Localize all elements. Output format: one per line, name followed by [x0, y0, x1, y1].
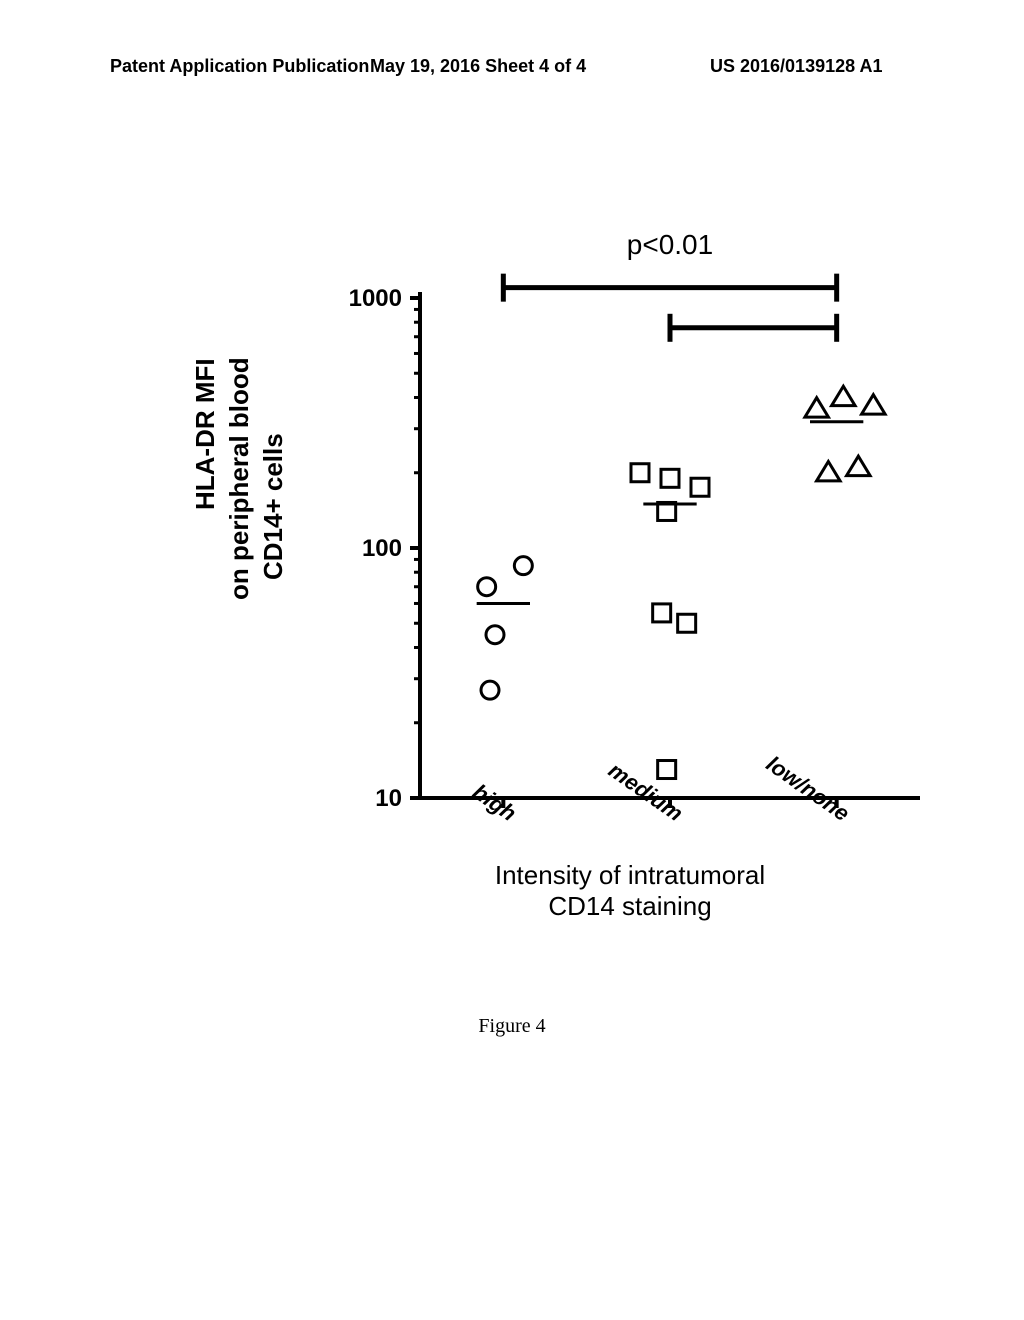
y-axis-label-line2: on peripheral blood [224, 357, 255, 600]
svg-text:10: 10 [375, 785, 402, 812]
svg-text:p<0.01: p<0.01 [627, 230, 713, 260]
figure-caption: Figure 4 [0, 1015, 1024, 1038]
figure-container: HLA-DR MFI on peripheral blood CD14+ cel… [210, 230, 830, 990]
header-center: May 19, 2016 Sheet 4 of 4 [370, 56, 586, 77]
y-axis-label-line3: CD14+ cells [258, 433, 289, 580]
svg-text:low/none: low/none [762, 751, 854, 826]
svg-text:high: high [468, 779, 520, 826]
header-left: Patent Application Publication [110, 56, 369, 77]
x-axis-label: Intensity of intratumoral CD14 staining [420, 860, 840, 922]
y-axis-label-line1: HLA-DR MFI [190, 358, 221, 510]
svg-text:1000: 1000 [349, 285, 402, 312]
svg-text:100: 100 [362, 535, 402, 562]
scatter-plot: 101001000highmediumlow/nonep<0.01 [330, 230, 940, 878]
header-right: US 2016/0139128 A1 [710, 56, 882, 77]
x-axis-label-line1: Intensity of intratumoral [420, 860, 840, 891]
x-axis-label-line2: CD14 staining [420, 891, 840, 922]
